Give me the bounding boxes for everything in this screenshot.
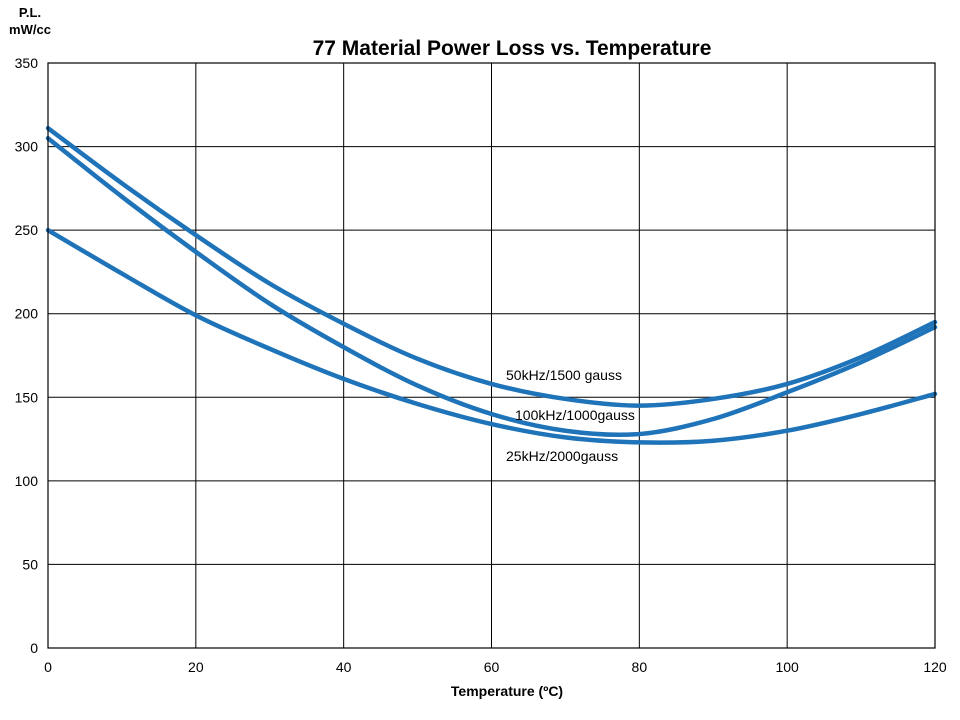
y-axis-label-line1: P.L. (19, 5, 41, 20)
series-line-0 (45, 125, 938, 408)
plot-area-frame (47, 62, 936, 649)
y-tick-label: 50 (22, 556, 38, 572)
chart-title: 77 Material Power Loss vs. Temperature (313, 37, 712, 60)
y-tick-label: 200 (15, 306, 39, 322)
x-tick-label: 80 (632, 659, 648, 675)
x-tick-labels: 0 20 40 60 80 100 120 (44, 659, 947, 675)
x-tick-label: 60 (484, 659, 500, 675)
series-label-25khz: 25kHz/2000gauss (506, 448, 618, 464)
series-lines (45, 125, 938, 445)
x-axis-label: Temperature (ºC) (451, 683, 563, 699)
y-tick-label: 100 (15, 473, 39, 489)
y-tick-labels: 0 50 100 150 200 250 300 350 (15, 55, 39, 656)
y-tick-label: 250 (15, 222, 39, 238)
y-axis-label-line2: mW/cc (9, 22, 51, 37)
y-tick-label: 300 (15, 139, 39, 155)
series-line-1 (45, 135, 938, 438)
x-tick-label: 20 (188, 659, 204, 675)
x-tick-label: 0 (44, 659, 52, 675)
x-tick-label: 100 (775, 659, 799, 675)
y-tick-label: 150 (15, 389, 39, 405)
x-tick-label: 40 (336, 659, 352, 675)
series-line-2 (45, 227, 938, 445)
series-label-100khz: 100kHz/1000gauss (515, 407, 635, 423)
series-label-50khz: 50kHz/1500 gauss (506, 367, 622, 383)
y-tick-label: 0 (30, 640, 38, 656)
x-tick-label: 120 (923, 659, 947, 675)
grid-lines (47, 62, 936, 649)
y-tick-label: 350 (15, 55, 39, 71)
